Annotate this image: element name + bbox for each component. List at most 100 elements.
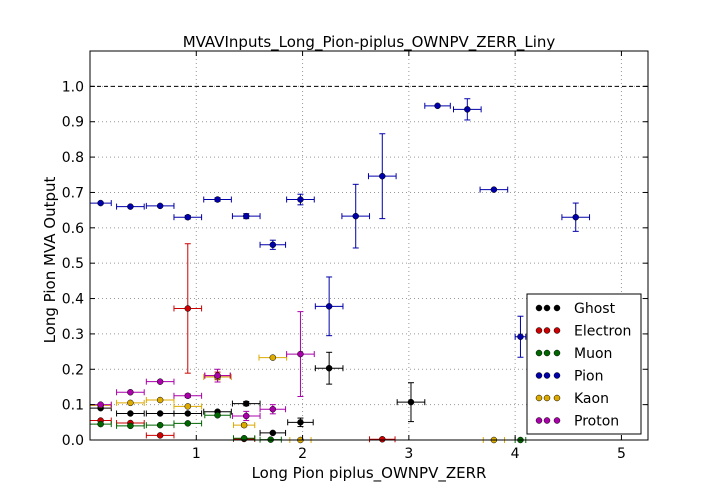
data-point bbox=[242, 400, 250, 407]
y-tick-label: 0.4 bbox=[62, 292, 84, 308]
data-point bbox=[379, 436, 386, 443]
y-tick-label: 0.9 bbox=[62, 115, 84, 131]
data-point bbox=[517, 333, 524, 340]
y-tick-label: 0.0 bbox=[62, 433, 84, 449]
legend-label: Proton bbox=[574, 414, 619, 430]
y-tick-label: 1.0 bbox=[62, 79, 84, 95]
legend-label: Pion bbox=[574, 369, 603, 385]
data-point bbox=[127, 410, 134, 417]
legend-marker bbox=[543, 417, 551, 424]
data-point bbox=[297, 419, 304, 426]
x-tick-label: 1 bbox=[192, 446, 201, 462]
data-point bbox=[127, 203, 134, 210]
legend-marker bbox=[553, 304, 561, 312]
y-tick-label: 0.6 bbox=[62, 221, 84, 237]
data-point bbox=[156, 432, 164, 439]
x-tick-label: 2 bbox=[298, 446, 307, 462]
legend-marker bbox=[535, 417, 543, 424]
y-tick-label: 0.2 bbox=[62, 362, 84, 378]
data-point bbox=[156, 378, 164, 385]
data-point bbox=[269, 405, 277, 413]
data-point bbox=[97, 420, 104, 428]
series-pion bbox=[89, 98, 591, 358]
x-tick-label: 4 bbox=[511, 446, 520, 462]
legend-marker bbox=[535, 327, 543, 334]
series-proton bbox=[89, 311, 315, 422]
data-point bbox=[407, 398, 415, 406]
data-point bbox=[352, 212, 359, 220]
data-point bbox=[240, 421, 248, 429]
data-point bbox=[297, 350, 304, 358]
legend-marker bbox=[535, 304, 543, 312]
data-point bbox=[325, 364, 333, 372]
data-point bbox=[269, 354, 277, 361]
y-tick-label: 0.1 bbox=[62, 398, 84, 414]
legend-entry-ghost: Ghost bbox=[535, 301, 616, 317]
data-point bbox=[242, 212, 250, 220]
data-point bbox=[184, 305, 192, 312]
legend-entry-muon: Muon bbox=[535, 346, 612, 362]
data-point bbox=[297, 196, 304, 203]
data-point bbox=[127, 399, 134, 407]
data-point bbox=[156, 421, 164, 429]
legend-marker bbox=[543, 372, 551, 379]
data-point bbox=[242, 412, 250, 420]
data-point bbox=[434, 102, 441, 110]
data-point bbox=[127, 389, 134, 396]
x-tick-label: 3 bbox=[404, 446, 413, 462]
legend-entry-pion: Pion bbox=[535, 369, 603, 385]
data-point bbox=[269, 241, 277, 249]
legend-marker bbox=[543, 394, 551, 402]
data-point bbox=[214, 411, 221, 419]
data-point bbox=[97, 401, 104, 408]
legend-label: Kaon bbox=[574, 391, 609, 407]
legend-entry-proton: Proton bbox=[535, 414, 619, 430]
data-point bbox=[156, 410, 164, 417]
data-point bbox=[269, 429, 277, 437]
legend-entry-electron: Electron bbox=[535, 324, 631, 340]
axis-ticks: 1 2 3 4 5 0.0 0.1 0.2 0.3 0.4 0.5 0.6 0.7 0.8 0.9 1.0 bbox=[62, 51, 648, 462]
legend-marker bbox=[535, 349, 543, 357]
data-point bbox=[184, 392, 192, 400]
legend-marker bbox=[553, 349, 561, 357]
data-point bbox=[127, 422, 134, 430]
y-tick-label: 0.7 bbox=[62, 185, 84, 201]
data-point bbox=[572, 213, 579, 221]
data-point bbox=[184, 420, 192, 427]
y-tick-label: 0.3 bbox=[62, 327, 84, 343]
data-series bbox=[89, 98, 591, 444]
data-point bbox=[214, 196, 221, 203]
legend-marker bbox=[535, 394, 543, 402]
series-muon bbox=[89, 411, 527, 444]
legend-entry-kaon: Kaon bbox=[535, 391, 609, 407]
legend-label: Ghost bbox=[574, 301, 616, 317]
x-tick-label: 5 bbox=[617, 446, 626, 462]
data-point bbox=[214, 372, 221, 379]
y-tick-label: 0.8 bbox=[62, 150, 84, 166]
data-point bbox=[325, 303, 333, 310]
data-point bbox=[97, 199, 104, 207]
y-axis-label: Long Pion MVA Output bbox=[41, 176, 59, 343]
data-point bbox=[184, 213, 192, 221]
x-axis-label: Long Pion piplus_OWNPV_ZERR bbox=[252, 464, 487, 483]
legend-marker bbox=[543, 349, 551, 357]
series-electron bbox=[89, 243, 396, 443]
chart-title: MVAVInputs_Long_Pion-piplus_OWNPV_ZERR_L… bbox=[183, 33, 556, 52]
data-point bbox=[156, 202, 164, 210]
legend-label: Muon bbox=[574, 346, 612, 362]
y-tick-label: 0.5 bbox=[62, 256, 84, 272]
legend-marker bbox=[553, 417, 561, 424]
data-point bbox=[184, 403, 192, 410]
legend-marker bbox=[543, 327, 551, 334]
data-point bbox=[379, 172, 386, 180]
legend-marker bbox=[553, 372, 561, 379]
legend-box bbox=[526, 293, 642, 435]
legend-label: Electron bbox=[574, 324, 631, 340]
series-kaon bbox=[89, 354, 506, 444]
data-point bbox=[464, 106, 471, 113]
legend-marker bbox=[553, 327, 561, 334]
legend: Ghost Electron Muon Pion Kaon Proton bbox=[526, 293, 642, 435]
legend-marker bbox=[535, 372, 543, 379]
legend-marker bbox=[543, 304, 551, 312]
